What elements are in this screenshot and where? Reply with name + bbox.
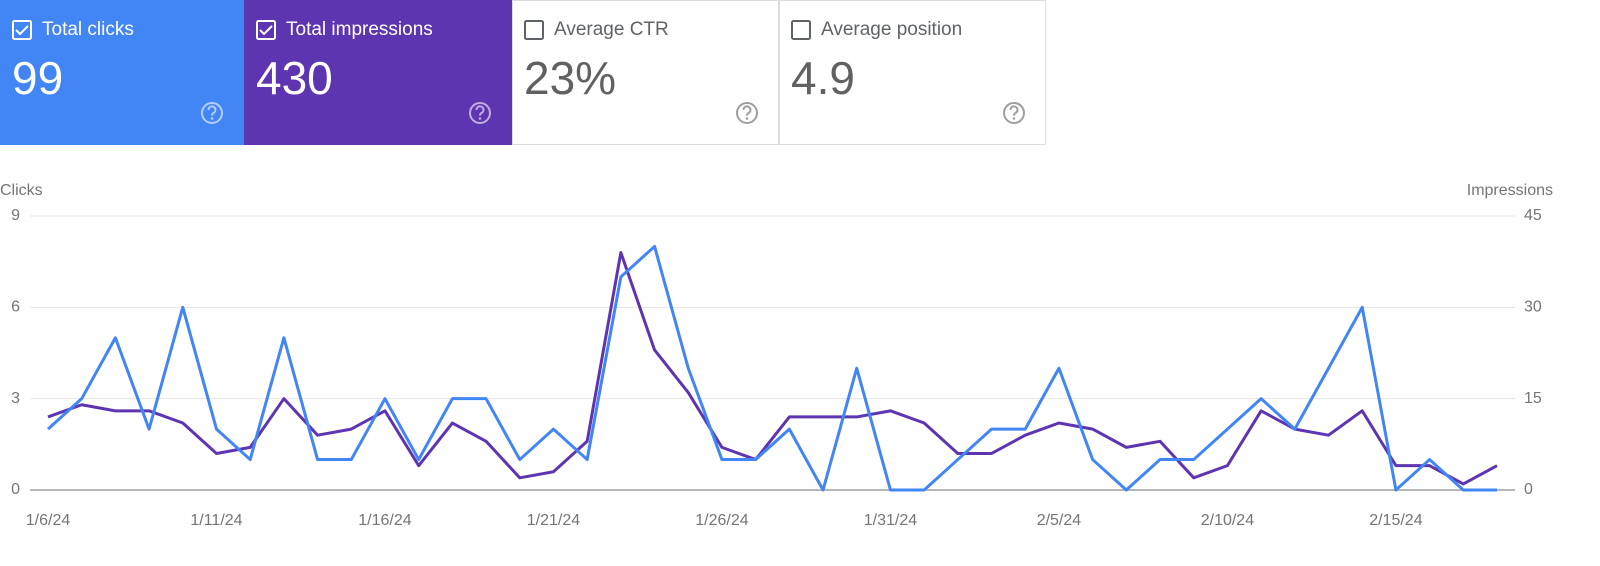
checkbox[interactable] <box>524 20 544 40</box>
help-glyph <box>1009 105 1019 116</box>
help-icon[interactable] <box>736 102 758 124</box>
y2-tick-label: 15 <box>1524 390 1542 407</box>
y2-tick-label: 45 <box>1524 207 1542 224</box>
card-background <box>0 0 244 145</box>
card-label: Total clicks <box>42 19 134 40</box>
y2-tick-label: 0 <box>1524 481 1533 498</box>
help-glyph <box>475 105 485 116</box>
help-icon[interactable] <box>201 102 223 124</box>
checkmark <box>15 25 29 36</box>
help-glyph <box>742 105 752 116</box>
checkbox[interactable] <box>791 20 811 40</box>
x-tick-label: 1/11/24 <box>190 512 242 529</box>
card-background <box>244 0 512 145</box>
metric-card[interactable]: Average CTR 23% <box>512 0 779 145</box>
y2-tick-label: 30 <box>1524 299 1542 316</box>
help-dot <box>210 117 214 120</box>
help-circle <box>469 102 491 124</box>
card-value: 99 <box>12 52 63 104</box>
metric-card[interactable]: Total clicks 99 <box>0 0 244 145</box>
y-tick-label: 3 <box>11 390 20 407</box>
card-background <box>512 0 779 145</box>
checkbox[interactable] <box>12 20 32 40</box>
help-circle <box>736 102 758 124</box>
x-tick-label: 1/16/24 <box>358 512 411 529</box>
card-background <box>779 0 1046 145</box>
x-tick-label: 1/21/24 <box>527 512 580 529</box>
help-dot <box>1012 117 1016 120</box>
y-axis-title: Clicks <box>0 182 43 199</box>
metric-card[interactable]: Total impressions 430 <box>244 0 512 145</box>
x-tick-label: 2/15/24 <box>1369 512 1422 529</box>
y-tick-label: 0 <box>11 481 20 498</box>
series-line <box>47 251 1498 486</box>
help-icon[interactable] <box>1003 102 1025 124</box>
y2-axis-title: Impressions <box>1467 182 1553 199</box>
checkmark <box>259 25 273 36</box>
x-tick-label: 1/26/24 <box>695 512 748 529</box>
help-circle <box>1003 102 1025 124</box>
card-value: 23% <box>524 52 616 104</box>
card-label: Total impressions <box>286 19 433 40</box>
y-tick-label: 9 <box>11 207 20 224</box>
help-dot <box>745 117 749 120</box>
help-circle <box>201 102 223 124</box>
help-icon[interactable] <box>469 102 491 124</box>
card-label: Average CTR <box>554 19 669 40</box>
x-tick-label: 2/10/24 <box>1201 512 1254 529</box>
checkbox[interactable] <box>256 20 276 40</box>
card-value: 4.9 <box>791 52 855 104</box>
x-tick-label: 1/31/24 <box>864 512 917 529</box>
x-tick-label: 2/5/24 <box>1037 512 1082 529</box>
series-line <box>46 244 1497 492</box>
card-value: 430 <box>256 52 333 104</box>
help-dot <box>478 117 482 120</box>
x-tick-label: 1/6/24 <box>26 512 71 529</box>
card-label: Average position <box>821 19 962 40</box>
help-glyph <box>207 105 217 116</box>
metric-card[interactable]: Average position 4.9 <box>779 0 1046 145</box>
y-tick-label: 6 <box>11 299 20 316</box>
